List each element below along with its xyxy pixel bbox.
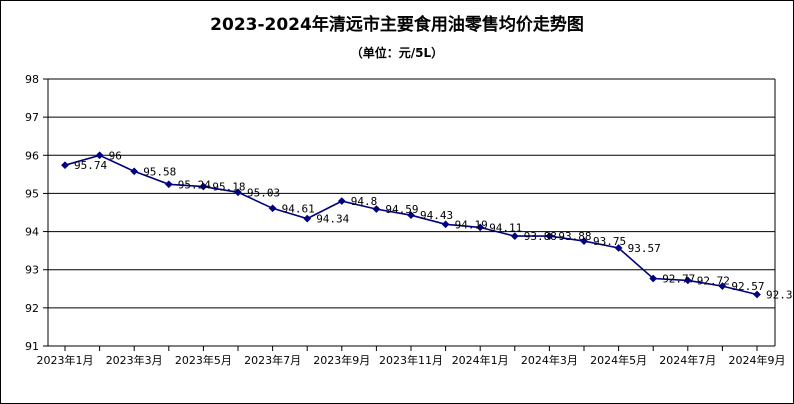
- y-tick-label: 94: [25, 226, 39, 239]
- x-tick-label: 2023年7月: [244, 353, 301, 367]
- y-tick-label: 97: [25, 111, 39, 124]
- data-label: 92.57: [731, 280, 764, 293]
- x-tick-label: 2024年9月: [729, 353, 786, 367]
- data-label: 94.61: [282, 202, 315, 215]
- data-point: [614, 244, 623, 252]
- chart-subtitle: （单位：元/5L）: [350, 46, 444, 60]
- data-point: [337, 197, 346, 206]
- y-tick-label: 93: [25, 264, 39, 277]
- data-point: [718, 282, 727, 291]
- x-tick-label: 2023年3月: [106, 353, 163, 367]
- data-point: [580, 237, 588, 246]
- data-label: 95.74: [74, 159, 107, 172]
- x-tick-label: 2024年5月: [590, 353, 647, 367]
- data-label: 93.88: [558, 230, 591, 243]
- axes: [43, 78, 776, 351]
- data-point: [372, 205, 381, 214]
- x-tick-label: 2023年5月: [175, 353, 232, 367]
- data-point: [476, 223, 485, 232]
- data-point: [61, 161, 69, 170]
- data-label: 93.57: [628, 242, 661, 255]
- data-label: 95.24: [178, 178, 211, 191]
- x-tick-label: 2024年3月: [521, 353, 578, 367]
- y-tick-label: 98: [25, 73, 39, 86]
- data-label: 92.35: [766, 289, 794, 302]
- data-label: 94.34: [316, 213, 349, 226]
- data-point: [545, 232, 554, 241]
- data-label: 94.43: [420, 209, 453, 222]
- x-tick-labels: 2023年1月 2023年3月 2023年5月 2023年7月 2023年9月 2023年…: [37, 353, 786, 367]
- data-point: [510, 232, 519, 241]
- data-label: 94.19: [455, 218, 488, 231]
- data-label: 94.59: [385, 203, 418, 216]
- x-tick-label: 2023年1月: [37, 353, 94, 367]
- y-tick-labels: 91 92 93 94 95 96 97 98: [25, 73, 39, 353]
- data-label: 94.8: [351, 195, 378, 208]
- data-point: [130, 167, 139, 176]
- x-tick-label: 2023年11月: [379, 353, 443, 367]
- data-label: 95.58: [143, 165, 176, 178]
- y-tick-label: 96: [25, 149, 39, 162]
- data-point: [234, 188, 242, 197]
- data-point: [199, 182, 208, 191]
- data-point: [268, 204, 277, 213]
- data-label: 92.72: [697, 274, 730, 287]
- x-tick-label: 2024年1月: [452, 353, 509, 367]
- y-tick-label: 91: [25, 340, 39, 353]
- data-point: [441, 220, 450, 229]
- x-tick-label: 2023年9月: [313, 353, 370, 367]
- data-point: [753, 290, 761, 299]
- data-label: 93.75: [593, 235, 626, 248]
- y-tick-label: 92: [25, 302, 39, 315]
- data-label: 95.03: [247, 186, 280, 199]
- data-label: 96: [109, 149, 122, 162]
- chart-title: 2023-2024年清远市主要食用油零售均价走势图: [210, 15, 584, 35]
- data-label: 92.77: [662, 272, 695, 285]
- x-tick-label: 2024年7月: [659, 353, 716, 367]
- data-point: [649, 274, 658, 283]
- series-markers: [61, 151, 761, 299]
- data-point: [95, 151, 104, 160]
- data-label: 94.11: [489, 221, 522, 234]
- data-label: 95.18: [212, 181, 245, 194]
- data-point: [683, 276, 692, 285]
- y-tick-label: 95: [25, 187, 39, 200]
- data-label: 93.88: [524, 230, 557, 243]
- data-point: [303, 214, 312, 223]
- data-point: [407, 211, 415, 220]
- data-point: [164, 180, 173, 189]
